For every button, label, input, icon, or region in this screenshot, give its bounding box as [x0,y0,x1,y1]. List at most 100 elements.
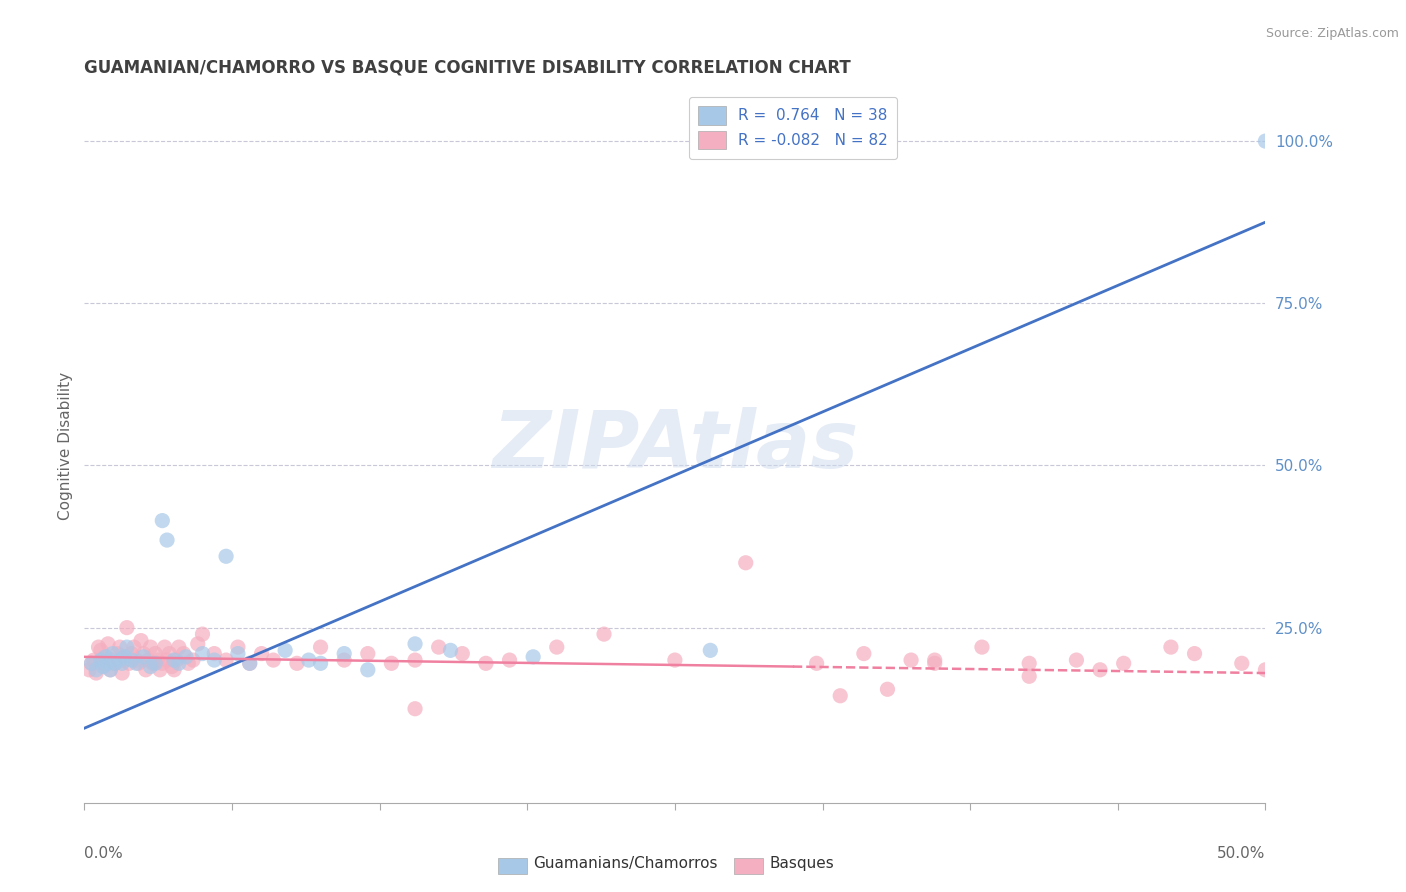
Point [91,659,114,673]
Point [333,647,356,661]
Point [163,663,186,677]
Point [1066,653,1088,667]
Point [427,640,450,654]
Point [451,647,474,661]
Point [97,657,120,671]
Point [699,643,721,657]
Point [546,640,568,654]
Point [357,663,380,677]
Point [239,657,262,671]
Point [163,653,186,667]
Point [153,640,176,654]
Point [156,533,179,547]
Bar [734,858,763,874]
Point [149,663,172,677]
Point [239,657,262,671]
Point [128,657,150,671]
Point [115,621,138,635]
Point [125,657,148,671]
Point [90,653,112,667]
Point [274,643,297,657]
Point [108,653,131,667]
Point [191,627,214,641]
Point [970,640,993,654]
Point [309,640,332,654]
Point [174,649,197,664]
Point [439,643,461,657]
Point [173,647,195,661]
Point [77,663,100,677]
Point [202,653,225,667]
Point [166,653,188,667]
Point [924,653,946,667]
Point [830,689,852,703]
Point [80,657,103,671]
Point [150,514,173,528]
Point [146,653,169,667]
Point [98,663,121,677]
Point [108,640,131,654]
Point [357,647,380,661]
Point [333,653,356,667]
Point [156,653,179,667]
Point [1230,657,1253,671]
Point [125,653,148,667]
Point [135,663,157,677]
Point [129,633,152,648]
Point [404,637,426,651]
Point [593,627,616,641]
Point [101,653,124,667]
Point [262,653,284,667]
Point [285,657,308,671]
Text: Guamanians/Chamorros: Guamanians/Chamorros [533,856,717,871]
Point [111,666,134,681]
Point [84,663,107,677]
Point [136,653,159,667]
Point [187,637,209,651]
Legend: R =  0.764   N = 38, R = -0.082   N = 82: R = 0.764 N = 38, R = -0.082 N = 82 [689,97,897,159]
Point [167,640,190,654]
Point [94,649,117,664]
Point [97,637,120,651]
Text: Basques: Basques [769,856,834,871]
Point [226,640,249,654]
Point [111,657,134,671]
Point [104,657,127,671]
Point [498,653,520,667]
Text: Source: ZipAtlas.com: Source: ZipAtlas.com [1265,27,1399,40]
Point [90,643,112,657]
Point [1254,134,1277,148]
Point [121,653,143,667]
Point [98,663,121,677]
Point [91,657,114,671]
Text: GUAMANIAN/CHAMORRO VS BASQUE COGNITIVE DISABILITY CORRELATION CHART: GUAMANIAN/CHAMORRO VS BASQUE COGNITIVE D… [84,59,851,77]
Text: 50.0%: 50.0% [1218,846,1265,861]
Point [191,647,214,661]
Point [215,653,238,667]
Bar [498,858,527,874]
Point [143,657,166,671]
Point [1088,663,1111,677]
Point [142,657,165,671]
Point [202,647,225,661]
Text: ZIPAtlas: ZIPAtlas [492,407,858,485]
Point [87,640,110,654]
Point [121,647,143,661]
Point [806,657,828,671]
Point [167,657,190,671]
Point [924,657,946,671]
Point [852,647,875,661]
Point [900,653,922,667]
Point [181,653,204,667]
Point [107,647,129,661]
Point [1254,663,1277,677]
Point [298,653,321,667]
Point [475,657,498,671]
Point [522,649,544,664]
Y-axis label: Cognitive Disability: Cognitive Disability [58,372,73,520]
Point [404,653,426,667]
Point [226,647,249,661]
Point [114,649,136,664]
Text: 0.0%: 0.0% [84,846,124,861]
Point [122,640,145,654]
